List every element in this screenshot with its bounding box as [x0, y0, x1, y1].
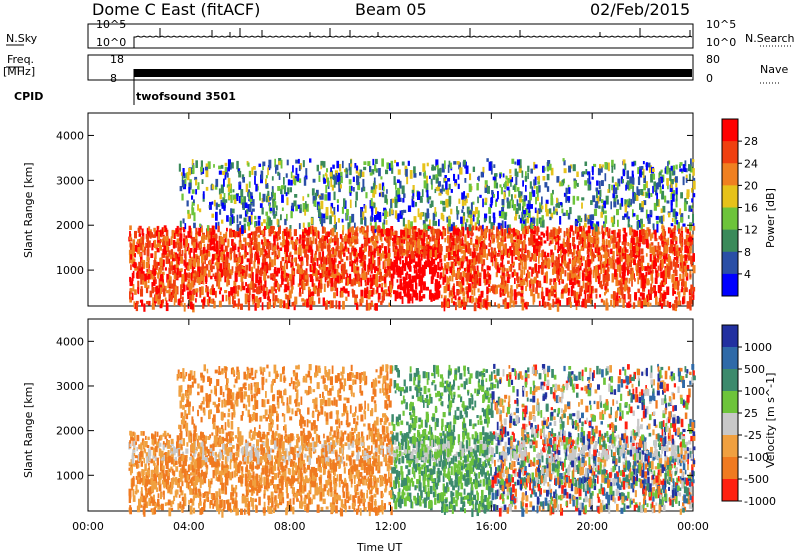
velocity-colorbar-tick-label: -25 [744, 429, 762, 442]
velocity-colorbar-tick-label: 500 [744, 363, 765, 376]
xtick-label: 16:00 [475, 520, 507, 533]
freq-label: Freq. [7, 53, 35, 66]
xtick-label: 20:00 [576, 520, 608, 533]
power-colorbar-swatch [722, 207, 738, 231]
beam-title: Beam 05 [355, 0, 427, 19]
date-title: 02/Feb/2015 [590, 0, 691, 19]
velocity-ytick-label: 4000 [56, 335, 84, 348]
power-colorbar-tick-label: 16 [744, 202, 758, 215]
power-colorbar-swatch [722, 273, 738, 297]
power-colorbar-tick-label: 4 [744, 268, 751, 281]
power-colorbar-tick-label: 20 [744, 179, 758, 192]
xtick-label: 00:00 [677, 520, 709, 533]
velocity-ytick-label: 3000 [56, 380, 84, 393]
power-ytick-label: 3000 [56, 174, 84, 187]
velocity-colorbar-swatch [722, 457, 738, 480]
xtick-label: 00:00 [72, 520, 104, 533]
velocity-colorbar-tick-label: 1000 [744, 341, 772, 354]
nave-bottom-tick: 0 [706, 72, 713, 85]
xtick-label: 08:00 [274, 520, 306, 533]
power-colorbar-swatch [722, 229, 738, 253]
nsearch-top-tick: 10^5 [706, 18, 737, 31]
power-colorbar-tick-label: 8 [744, 246, 751, 259]
xtick-label: 12:00 [375, 520, 407, 533]
velocity-colorbar-tick-label: 25 [744, 407, 758, 420]
power-colorbar-swatch [722, 141, 738, 164]
nsky-bottom-tick: 10^0 [96, 36, 127, 49]
power-colorbar-swatch [722, 119, 738, 142]
nsky-trace [133, 35, 693, 48]
velocity-colorbar-tick-label: -1000 [744, 495, 776, 508]
nsearch-label: N.Search [745, 32, 795, 45]
nave-label: Nave [760, 63, 789, 76]
velocity-ytick-label: 1000 [56, 469, 84, 482]
nsky-strip-frame [87, 23, 694, 49]
power-colorbar-tick-label: 24 [744, 157, 758, 170]
velocity-echo-cells [128, 363, 696, 518]
velocity-colorbar-swatch [722, 435, 738, 458]
velocity-colorbar-swatch [722, 479, 738, 502]
nsearch-bottom-tick: 10^0 [706, 36, 737, 49]
freq-top-tick: 18 [110, 53, 124, 66]
velocity-colorbar-swatch [722, 369, 738, 392]
velocity-colorbar-tick-label: -100 [744, 451, 769, 464]
velocity-colorbar-swatch [722, 391, 738, 414]
velocity-ytick-label: 2000 [56, 425, 84, 438]
xtick-label: 04:00 [173, 520, 205, 533]
velocity-colorbar-swatch [722, 347, 738, 370]
nave-trace-band [134, 69, 692, 77]
power-colorbar-swatch [722, 163, 738, 186]
velocity-colorbar-swatch [722, 413, 738, 436]
velocity-colorbar-tick-label: -500 [744, 473, 769, 486]
nsky-label: N.Sky [6, 32, 38, 45]
power-ytick-label: 1000 [56, 264, 84, 277]
freq-unit-label: [MHz] [3, 65, 36, 78]
nave-top-tick: 80 [706, 53, 720, 66]
power-ytick-label: 4000 [56, 129, 84, 142]
power-colorbar-tick-label: 12 [744, 224, 758, 237]
power-echo-cells [128, 158, 696, 313]
velocity-colorbar-swatch [722, 325, 738, 348]
cpid-value: twofsound 3501 [136, 90, 236, 103]
power-colorbar-tick-label: 28 [744, 135, 758, 148]
x-axis-label: Time UT [357, 541, 403, 554]
power-ytick-label: 2000 [56, 219, 84, 232]
freq-strip-frame [87, 54, 694, 81]
power-colorbar-swatch [722, 185, 738, 208]
station-title: Dome C East (fitACF) [92, 0, 261, 19]
cpid-label: CPID [14, 90, 44, 103]
power-colorbar-swatch [722, 251, 738, 275]
velocity-colorbar-tick-label: 100 [744, 385, 765, 398]
freq-bottom-tick: 8 [110, 72, 117, 85]
